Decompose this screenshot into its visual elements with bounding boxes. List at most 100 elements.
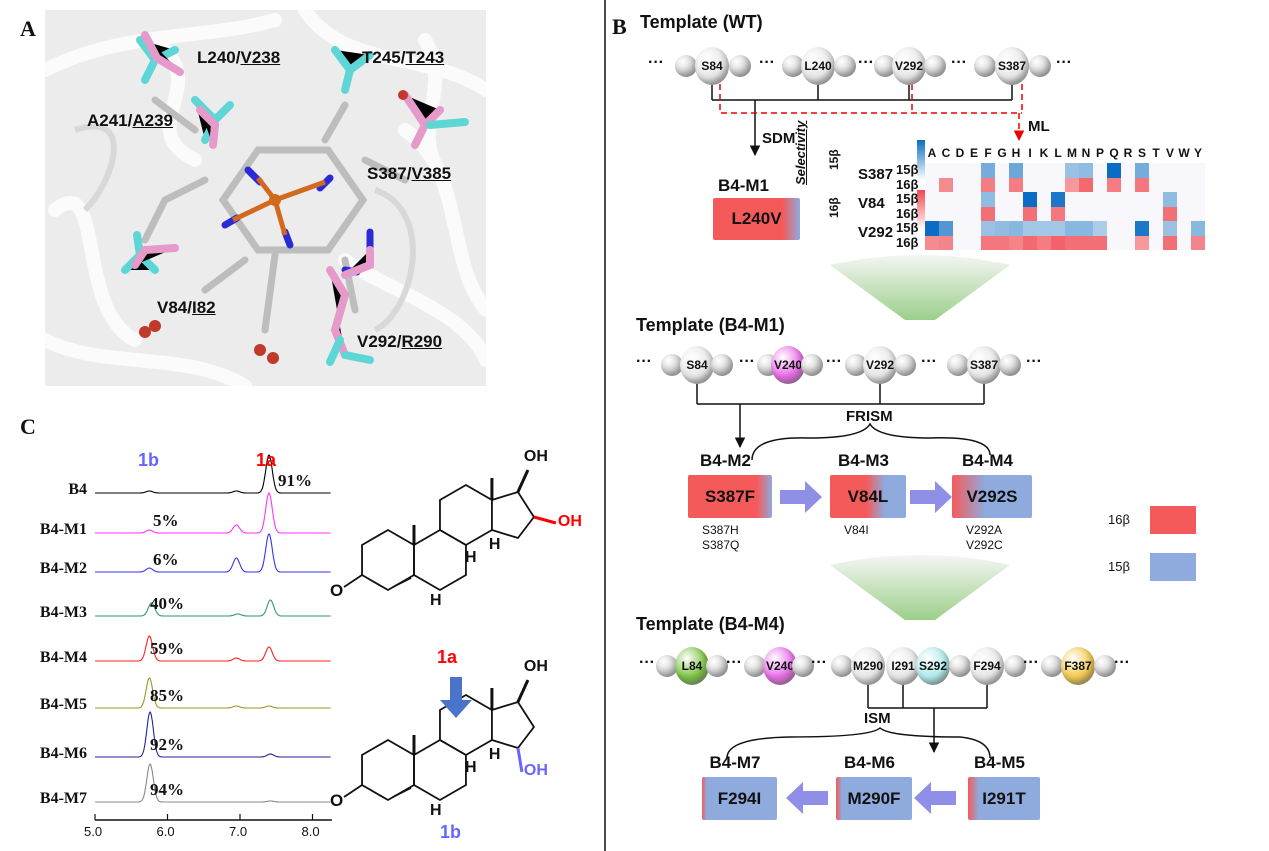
residue-bead-f294: F294	[970, 647, 1004, 685]
heatmap-column-S: S	[1137, 146, 1146, 160]
steroid-structures	[343, 469, 557, 802]
heatmap-cell	[1107, 235, 1121, 250]
residue-bead-s84: S84	[695, 47, 729, 85]
alternative-mutation: S387H	[702, 523, 739, 537]
hydrogen-label: H	[429, 592, 442, 609]
hydroxyl-bond	[516, 747, 524, 773]
heatmap-cell	[1009, 177, 1023, 192]
heatmap-cell	[1065, 192, 1079, 207]
heatmap-cell	[939, 221, 953, 236]
heatmap-row-selectivity: 15β	[896, 162, 919, 177]
hydroxyl-17b: OH	[523, 658, 548, 675]
heatmap-column-A: A	[927, 146, 937, 160]
heatmap-cell	[1065, 235, 1079, 250]
variant-name-b4-m4: B4-M4	[962, 451, 1014, 470]
variant-name-b4-m7: B4-M7	[709, 753, 761, 772]
heatmap-cell	[1023, 235, 1037, 250]
trace-b4-m1	[95, 492, 331, 534]
heatmap-cell	[995, 177, 1009, 192]
ellipsis: ···	[826, 353, 842, 370]
heatmap-column-G: G	[997, 146, 1007, 160]
scale-label-15b: 15β	[827, 149, 841, 170]
heatmap-cell	[953, 192, 967, 207]
heatmap-cell	[967, 192, 981, 207]
heatmap-cell	[925, 206, 939, 221]
template-wt-title: Template (WT)	[640, 12, 763, 32]
hydroxyl-17b: OH	[523, 448, 548, 465]
steroid-ring	[413, 738, 467, 802]
heatmap-cell	[1163, 192, 1177, 207]
compound-label-1b: 1b	[440, 822, 462, 842]
heatmap-cell	[1121, 192, 1135, 207]
heatmap-cell	[967, 163, 981, 178]
legend-label-16b: 16β	[1108, 512, 1130, 527]
residue-label-s387: S387/V385	[367, 164, 452, 183]
heatmap-cell	[1037, 206, 1051, 221]
small-residue-bead	[1029, 55, 1051, 77]
heatmap-column-E: E	[969, 146, 978, 160]
heatmap-cell	[1093, 177, 1107, 192]
heatmap-cell	[1065, 163, 1079, 178]
small-residue-bead	[661, 354, 683, 376]
heatmap-column-L: L	[1054, 146, 1062, 160]
residue-bead-s387: S387	[967, 346, 1001, 384]
small-residue-bead	[974, 55, 996, 77]
hydroxyl-bond	[533, 515, 557, 525]
small-residue-bead	[729, 55, 751, 77]
small-residue-bead	[801, 354, 823, 376]
heatmap-cell	[1135, 163, 1149, 178]
peak-label-1b: 1b	[138, 450, 160, 470]
steroid-ring	[439, 483, 493, 547]
heatmap-cell	[981, 177, 995, 192]
hydrogen-label: H	[429, 802, 442, 819]
steroid-ring-d	[491, 490, 536, 540]
trace-b4-m5	[95, 677, 331, 709]
small-residue-bead	[706, 655, 728, 677]
trace-label-b4: B4	[68, 481, 87, 498]
heatmap-column-Q: Q	[1109, 146, 1119, 160]
heatmap-cell	[1051, 192, 1065, 207]
heatmap-cell	[1163, 177, 1177, 192]
heatmap-cell	[1121, 221, 1135, 236]
heatmap-cell	[1191, 163, 1205, 178]
heatmap-cell	[995, 221, 1009, 236]
mutation-label: V292S	[966, 486, 1018, 506]
heatmap-cell	[1121, 163, 1135, 178]
heatmap-column-M: M	[1067, 146, 1077, 160]
heatmap-column-W: W	[1178, 146, 1190, 160]
heatmap-cell	[1107, 192, 1121, 207]
variant-box-b4-m4: V292S	[952, 475, 1032, 518]
variant-name-b4-m1: B4-M1	[718, 176, 770, 195]
heatmap-column-T: T	[1152, 146, 1160, 160]
hydrogen-label: H	[488, 536, 501, 553]
heatmap-row-selectivity: 16β	[896, 234, 919, 250]
heatmap-cell	[1051, 235, 1065, 250]
residue-bead-m290: M290	[851, 647, 885, 685]
ellipsis: ···	[811, 654, 827, 671]
selectivity-scale-15b	[917, 140, 925, 180]
heatmap-cell	[1051, 221, 1065, 236]
heatmap-cell	[1023, 221, 1037, 236]
small-residue-bead	[792, 655, 814, 677]
steroid-ring-d	[491, 700, 536, 750]
heatmap-cell	[981, 235, 995, 250]
heatmap-cell	[1191, 221, 1205, 236]
heatmap-cell	[1149, 221, 1163, 236]
heatmap-cell	[1023, 192, 1037, 207]
m1-bracket	[696, 383, 991, 461]
heatmap-cell	[1121, 235, 1135, 250]
heatmap-cell	[981, 192, 995, 207]
heatmap-cell	[981, 163, 995, 178]
template-m1-title: Template (B4-M1)	[636, 315, 785, 335]
small-residue-bead	[782, 55, 804, 77]
hydrogen-label: H	[464, 759, 477, 776]
heatmap-cell	[1177, 177, 1191, 192]
legend-swatch-15b	[1150, 553, 1196, 581]
variant-name-b4-m6: B4-M6	[844, 753, 896, 772]
trace-b4-m7	[95, 763, 331, 803]
heatmap-cell	[995, 235, 1009, 250]
heatmap-cell	[1107, 221, 1121, 236]
heatmap-cell	[1051, 206, 1065, 221]
heatmap-cell	[1093, 235, 1107, 250]
trace-label-b4-m3: B4-M3	[39, 604, 87, 621]
